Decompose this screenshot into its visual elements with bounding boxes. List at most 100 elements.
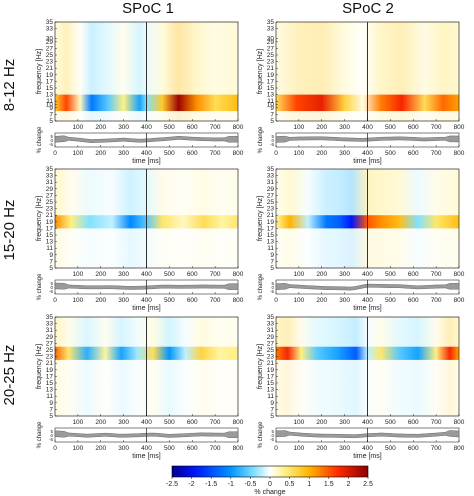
frequency-tick-label: 19 xyxy=(267,219,275,226)
time-tick-label: 100 xyxy=(72,124,83,131)
frequency-tick-label: 21 xyxy=(46,65,54,72)
time-tick-label: 100 xyxy=(72,150,83,157)
frequency-tick-label: 33 xyxy=(267,26,275,33)
time-tick-label: 200 xyxy=(316,124,327,131)
change-tick-label: 5 xyxy=(271,281,274,286)
frequency-tick-label: 15 xyxy=(46,232,54,239)
time-tick-label: 300 xyxy=(339,124,350,131)
frequency-tick-label: 9 xyxy=(270,105,274,112)
time-tick-label: 500 xyxy=(164,297,175,304)
frequency-tick-label: 5 xyxy=(270,118,274,125)
time-tick-label: 200 xyxy=(316,271,327,278)
time-axis-label: time [ms] xyxy=(353,453,381,460)
frequency-tick-label: 7 xyxy=(49,406,53,413)
time-tick-label: 200 xyxy=(316,297,327,304)
frequency-tick-label: 31 xyxy=(267,327,275,334)
time-tick-label: 600 xyxy=(187,271,198,278)
colorbar-tick-label: 0 xyxy=(268,481,272,488)
frequency-tick-label: 23 xyxy=(46,59,54,66)
time-tick-label: 700 xyxy=(431,419,442,426)
change-axis-label: % change xyxy=(37,273,43,300)
time-axis-label: time [ms] xyxy=(353,305,381,312)
time-axis-label: time [ms] xyxy=(132,453,160,460)
panel-2-1: 3533302927252321191715131110975frequency… xyxy=(257,19,465,165)
frequency-tick-label: 13 xyxy=(267,92,275,99)
time-tick-label: 200 xyxy=(95,150,106,157)
frequency-tick-label: 25 xyxy=(46,199,54,206)
colorbar-ticks: -2.5 -2 -1.5 -1 -0.5 0 0.5 1 1.5 2 2.5 xyxy=(166,477,373,488)
change-tick-label: 5 xyxy=(50,281,53,286)
frequency-tick-label: 23 xyxy=(46,354,54,361)
change-axis-label: % change xyxy=(258,273,264,300)
time-tick-label: 300 xyxy=(339,297,350,304)
time-tick-label: 800 xyxy=(454,124,465,131)
frequency-tick-label: 25 xyxy=(267,347,275,354)
time-tick-label: 500 xyxy=(164,445,175,452)
frequency-tick-label: 29 xyxy=(46,334,54,341)
change-tick-label: 0 xyxy=(271,285,274,290)
time-tick-label: 600 xyxy=(408,271,419,278)
time-tick-label: 800 xyxy=(454,297,465,304)
frequency-tick-label: 10 xyxy=(267,102,275,109)
frequency-tick-label: 13 xyxy=(46,239,54,246)
time-tick-label: 800 xyxy=(454,271,465,278)
time-tick-label: 500 xyxy=(385,419,396,426)
frequency-tick-label: 7 xyxy=(270,406,274,413)
time-tick-label: 600 xyxy=(408,419,419,426)
column-title-spoc-1: SPoC 1 xyxy=(122,0,174,17)
time-tick-label: 100 xyxy=(293,124,304,131)
frequency-tick-label: 15 xyxy=(46,380,54,387)
time-tick-label: 100 xyxy=(293,445,304,452)
change-axis-label: % change xyxy=(258,421,264,448)
frequency-tick-label: 21 xyxy=(46,360,54,367)
time-tick-label: 700 xyxy=(210,150,221,157)
frequency-tick-label: 33 xyxy=(267,173,275,180)
frequency-tick-label: 13 xyxy=(267,387,275,394)
frequency-tick-label: 9 xyxy=(49,252,53,259)
time-tick-label: 400 xyxy=(141,124,152,131)
change-tick-label: 0 xyxy=(271,138,274,143)
frequency-tick-label: 35 xyxy=(267,19,275,26)
frequency-tick-label: 17 xyxy=(267,78,275,85)
frequency-tick-label: 35 xyxy=(267,314,275,321)
frequency-tick-label: 11 xyxy=(46,98,53,105)
frequency-tick-label: 11 xyxy=(46,393,53,400)
frequency-tick-label: 27 xyxy=(267,192,275,199)
frequency-tick-label: 7 xyxy=(270,258,274,265)
time-tick-label: 600 xyxy=(408,297,419,304)
frequency-tick-label: 35 xyxy=(46,19,54,26)
frequency-tick-label: 23 xyxy=(267,354,275,361)
time-tick-label: 600 xyxy=(187,124,198,131)
time-tick-label: 400 xyxy=(362,124,373,131)
frequency-tick-label: 25 xyxy=(267,52,275,59)
frequency-tick-label: 27 xyxy=(267,340,275,347)
frequency-tick-label: 11 xyxy=(267,245,274,252)
time-tick-label: 100 xyxy=(72,297,83,304)
frequency-tick-label: 29 xyxy=(46,186,54,193)
frequency-tick-label: 25 xyxy=(46,52,54,59)
frequency-tick-label: 35 xyxy=(46,166,54,173)
time-tick-label: 100 xyxy=(293,150,304,157)
time-tick-label: 800 xyxy=(233,419,244,426)
frequency-tick-label: 35 xyxy=(46,314,54,321)
time-tick-label: 0 xyxy=(53,297,57,304)
frequency-tick-label: 21 xyxy=(267,360,275,367)
change-tick-label: 5 xyxy=(271,134,274,139)
frequency-tick-label: 7 xyxy=(270,111,274,118)
time-tick-label: 300 xyxy=(118,297,129,304)
time-tick-label: 500 xyxy=(385,271,396,278)
frequency-tick-label: 17 xyxy=(267,225,275,232)
time-tick-label: 400 xyxy=(362,297,373,304)
time-tick-label: 800 xyxy=(233,297,244,304)
colorbar-tick-label: -2.5 xyxy=(166,481,178,488)
frequency-tick-label: 19 xyxy=(267,367,275,374)
frequency-tick-label: 17 xyxy=(267,373,275,380)
frequency-tick-label: 17 xyxy=(46,78,54,85)
time-tick-label: 200 xyxy=(316,150,327,157)
time-tick-label: 300 xyxy=(118,271,129,278)
frequency-tick-label: 15 xyxy=(267,380,275,387)
frequency-tick-label: 21 xyxy=(46,212,54,219)
frequency-tick-label: 9 xyxy=(270,252,274,259)
